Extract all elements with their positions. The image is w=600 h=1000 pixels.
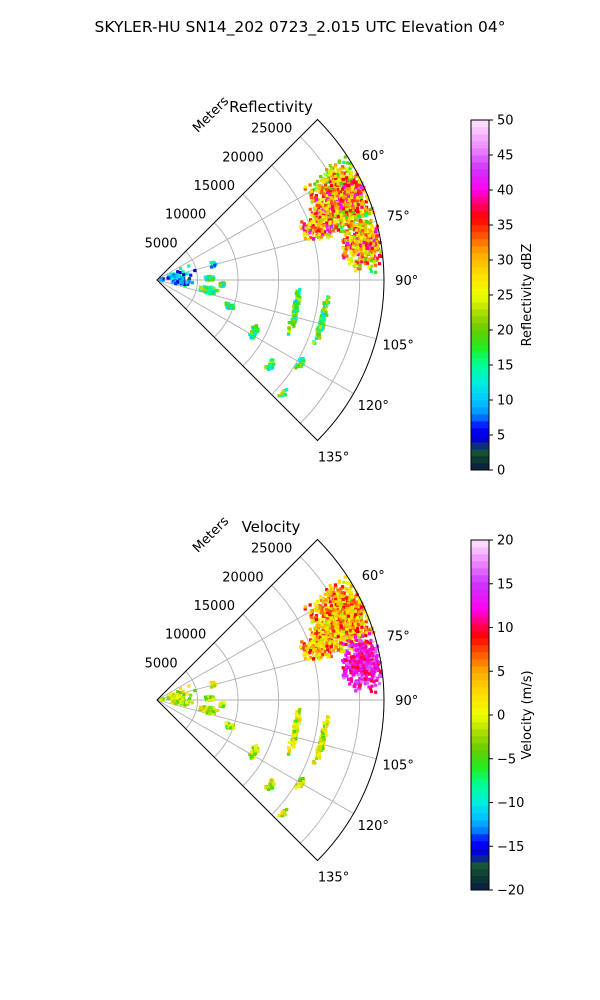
azimuth-tick-label-0: 60°	[362, 569, 385, 584]
radar-echoes	[159, 575, 383, 818]
azimuth-tick-label-5: 135°	[318, 451, 349, 466]
range-tick-label-3: 20000	[222, 570, 263, 585]
colorbar-tick-label-8: 40	[497, 184, 514, 199]
range-tick-label-1: 10000	[165, 208, 206, 223]
colorbar-tick-label-6: 10	[497, 621, 514, 636]
range-tick-label-2: 15000	[194, 599, 235, 614]
colorbar-tick-label-1: −15	[497, 840, 524, 855]
azimuth-tick-label-0: 60°	[362, 149, 385, 164]
velocity-panel: Velocity 5000 10000 15000 20000 25000 Meters 60…	[145, 514, 535, 899]
colorbar-tick-label-5: 25	[497, 289, 514, 304]
colorbar-tick-label-4: 0	[497, 709, 505, 724]
colorbar-label: Velocity (m/s)	[520, 670, 535, 759]
colorbar-tick-label-3: 15	[497, 359, 514, 374]
colorbar-tick-label-6: 30	[497, 254, 514, 269]
azimuth-spoke-3	[156, 699, 377, 760]
range-tick-label-2: 15000	[194, 179, 235, 194]
colorbar-tick-label-7: 15	[497, 577, 514, 592]
azimuth-tick-label-5: 135°	[318, 871, 349, 886]
colorbar-tick-label-4: 20	[497, 324, 514, 339]
range-tick-label-4: 25000	[251, 122, 292, 137]
colorbar-tick-label-2: −10	[497, 796, 524, 811]
azimuth-tick-label-2: 90°	[395, 694, 418, 709]
colorbar-tick-label-1: 5	[497, 429, 505, 444]
reflectivity-panel: Reflectivity 5000 10000 15000 20000 25000 Mete…	[145, 94, 535, 479]
colorbar-tick-label-0: 0	[497, 464, 505, 479]
range-tick-label-3: 20000	[222, 150, 263, 165]
colorbar-tick-label-7: 35	[497, 219, 514, 234]
azimuth-tick-label-1: 75°	[387, 209, 410, 224]
colorbar-tick-label-5: 5	[497, 665, 505, 680]
range-tick-label-1: 10000	[165, 628, 206, 643]
colorbar: −20 −15 −10 −5 0 5 10 15 20 Velocity (m/s)	[470, 534, 535, 899]
azimuth-tick-label-2: 90°	[395, 274, 418, 289]
colorbar-tick-label-2: 10	[497, 394, 514, 409]
azimuth-tick-label-3: 105°	[383, 339, 414, 354]
range-tick-label-4: 25000	[251, 542, 292, 557]
sector-outline	[156, 538, 385, 862]
azimuth-tick-label-1: 75°	[387, 629, 410, 644]
colorbar-tick-label-10: 50	[497, 114, 514, 129]
figure-suptitle: SKYLER-HU SN14_202 0723_2.015 UTC Elevat…	[95, 18, 506, 37]
panel-title: Velocity	[242, 518, 301, 536]
azimuth-tick-label-4: 120°	[358, 819, 389, 834]
colorbar-tick-label-8: 20	[497, 534, 514, 549]
range-tick-label-0: 5000	[145, 656, 178, 671]
colorbar-tick-label-0: −20	[497, 884, 524, 899]
range-tick-label-0: 5000	[145, 236, 178, 251]
sector-outline	[156, 118, 385, 442]
colorbar-tick-label-9: 45	[497, 149, 514, 164]
azimuth-tick-label-4: 120°	[358, 399, 389, 414]
range-axis-label: Meters	[190, 514, 232, 556]
azimuth-spoke-3	[156, 279, 377, 340]
panel-title: Reflectivity	[229, 98, 313, 116]
colorbar-tick-label-3: −5	[497, 752, 516, 767]
colorbar: 0 5 10 15 20 25 30 35 40 45 50 Reflectivity dBZ	[470, 114, 535, 479]
colorbar-label: Reflectivity dBZ	[520, 244, 535, 347]
azimuth-tick-label-3: 105°	[383, 759, 414, 774]
range-axis-label: Meters	[190, 94, 232, 136]
